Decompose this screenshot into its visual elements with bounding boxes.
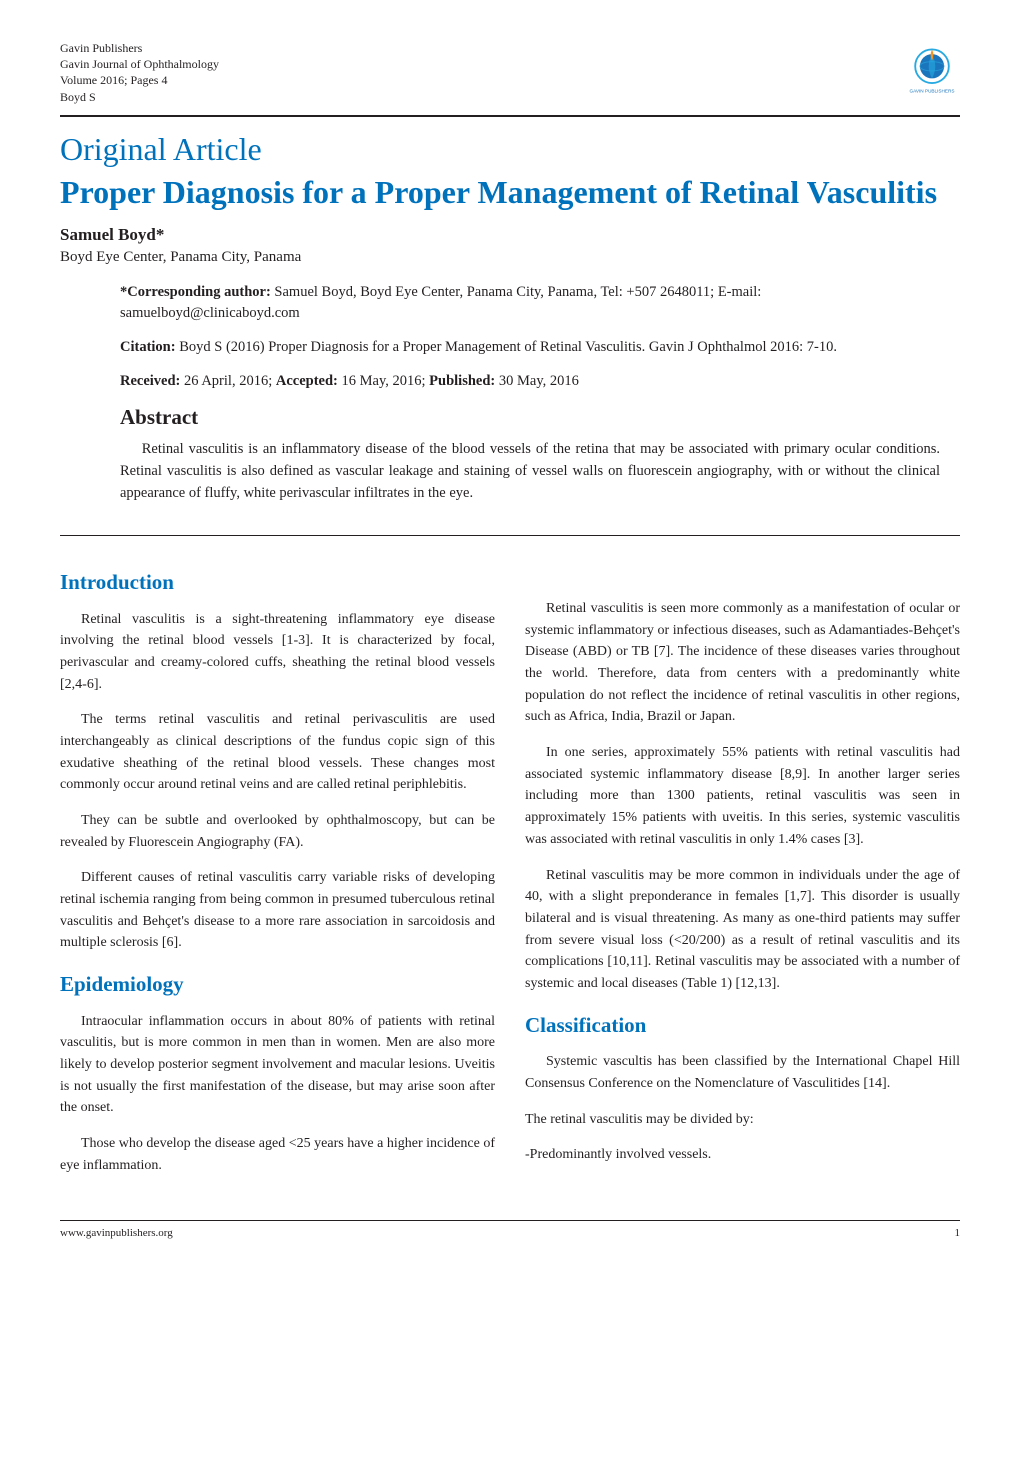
- citation-text: Boyd S (2016) Proper Diagnosis for a Pro…: [176, 339, 837, 355]
- epi-paragraph-1: Intraocular inflammation occurs in about…: [60, 1011, 495, 1119]
- epidemiology-heading: Epidemiology: [60, 968, 495, 1001]
- accepted-date: 16 May, 2016;: [338, 373, 429, 389]
- publisher-name: Gavin Publishers: [60, 40, 219, 56]
- class-paragraph-3: -Predominantly involved vessels.: [525, 1144, 960, 1166]
- footer-divider: [60, 1220, 960, 1221]
- metadata-block: *Corresponding author: Samuel Boyd, Boyd…: [120, 282, 940, 393]
- citation-label: Citation:: [120, 339, 176, 355]
- abstract-text: Retinal vasculitis is an inflammatory di…: [120, 438, 940, 505]
- published-label: Published:: [429, 373, 495, 389]
- right-paragraph-1: Retinal vasculitis is seen more commonly…: [525, 598, 960, 728]
- right-paragraph-3: Retinal vasculitis may be more common in…: [525, 865, 960, 995]
- epi-paragraph-2: Those who develop the disease aged <25 y…: [60, 1133, 495, 1176]
- publication-info: Gavin Publishers Gavin Journal of Ophtha…: [60, 40, 219, 105]
- author-name: Samuel Boyd*: [60, 225, 960, 245]
- intro-paragraph-1: Retinal vasculitis is a sight-threatenin…: [60, 609, 495, 696]
- corresponding-label: *Corresponding author:: [120, 284, 271, 300]
- left-column: Introduction Retinal vasculitis is a sig…: [60, 560, 495, 1191]
- right-column: Retinal vasculitis is seen more commonly…: [525, 560, 960, 1191]
- classification-heading: Classification: [525, 1009, 960, 1042]
- header-flex: Gavin Publishers Gavin Journal of Ophtha…: [60, 40, 960, 105]
- footer: www.gavinpublishers.org 1: [60, 1227, 960, 1239]
- footer-page-number: 1: [955, 1227, 961, 1239]
- body-columns: Introduction Retinal vasculitis is a sig…: [60, 560, 960, 1191]
- footer-url: www.gavinpublishers.org: [60, 1227, 173, 1239]
- logo-text: GAVIN PUBLISHERS: [910, 88, 955, 93]
- right-paragraph-2: In one series, approximately 55% patient…: [525, 742, 960, 850]
- header-divider: [60, 115, 960, 117]
- accepted-label: Accepted:: [276, 373, 338, 389]
- class-paragraph-1: Systemic vascultis has been classified b…: [525, 1051, 960, 1094]
- received-date: 26 April, 2016;: [180, 373, 275, 389]
- abstract-divider: [60, 535, 960, 536]
- publisher-logo: GAVIN PUBLISHERS: [904, 42, 960, 98]
- author-affiliation: Boyd Eye Center, Panama City, Panama: [60, 249, 960, 266]
- received-label: Received:: [120, 373, 180, 389]
- logo-icon: GAVIN PUBLISHERS: [904, 42, 960, 98]
- published-date: 30 May, 2016: [495, 373, 579, 389]
- citation: Citation: Boyd S (2016) Proper Diagnosis…: [120, 337, 940, 359]
- dates: Received: 26 April, 2016; Accepted: 16 M…: [120, 371, 940, 393]
- corresponding-author: *Corresponding author: Samuel Boyd, Boyd…: [120, 282, 940, 326]
- introduction-heading: Introduction: [60, 566, 495, 599]
- author-short: Boyd S: [60, 89, 219, 105]
- volume-info: Volume 2016; Pages 4: [60, 72, 219, 88]
- intro-paragraph-3: They can be subtle and overlooked by oph…: [60, 810, 495, 853]
- intro-paragraph-2: The terms retinal vasculitis and retinal…: [60, 709, 495, 796]
- abstract-heading: Abstract: [120, 405, 940, 430]
- journal-name: Gavin Journal of Ophthalmology: [60, 56, 219, 72]
- article-type: Original Article: [60, 131, 960, 168]
- header: Gavin Publishers Gavin Journal of Ophtha…: [60, 40, 960, 105]
- intro-paragraph-4: Different causes of retinal vasculitis c…: [60, 867, 495, 954]
- class-paragraph-2: The retinal vasculitis may be divided by…: [525, 1109, 960, 1131]
- abstract-block: Abstract Retinal vasculitis is an inflam…: [120, 405, 940, 505]
- article-title: Proper Diagnosis for a Proper Management…: [60, 174, 960, 211]
